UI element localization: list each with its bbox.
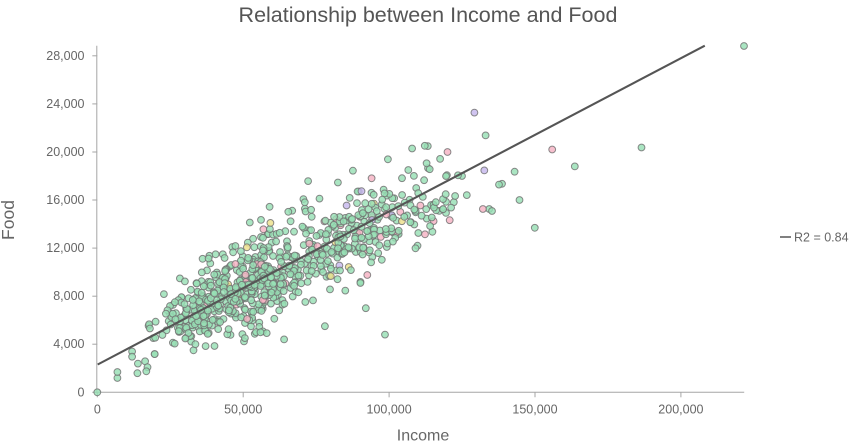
svg-text:24,000: 24,000 xyxy=(46,97,84,111)
svg-text:Food: Food xyxy=(0,200,18,240)
svg-text:100,000: 100,000 xyxy=(367,403,412,417)
svg-text:Income: Income xyxy=(397,428,450,445)
svg-text:4,000: 4,000 xyxy=(53,337,84,351)
svg-text:50,000: 50,000 xyxy=(224,403,262,417)
svg-text:12,000: 12,000 xyxy=(46,241,84,255)
svg-text:R2 = 0.84: R2 = 0.84 xyxy=(794,231,849,245)
svg-text:8,000: 8,000 xyxy=(53,289,84,303)
svg-text:16,000: 16,000 xyxy=(46,193,84,207)
svg-text:Relationship between Income an: Relationship between Income and Food xyxy=(239,3,618,27)
svg-text:28,000: 28,000 xyxy=(46,49,84,63)
svg-text:0: 0 xyxy=(78,385,85,399)
svg-text:150,000: 150,000 xyxy=(512,403,557,417)
svg-text:20,000: 20,000 xyxy=(46,145,84,159)
svg-text:200,000: 200,000 xyxy=(658,403,703,417)
svg-text:0: 0 xyxy=(94,403,101,417)
